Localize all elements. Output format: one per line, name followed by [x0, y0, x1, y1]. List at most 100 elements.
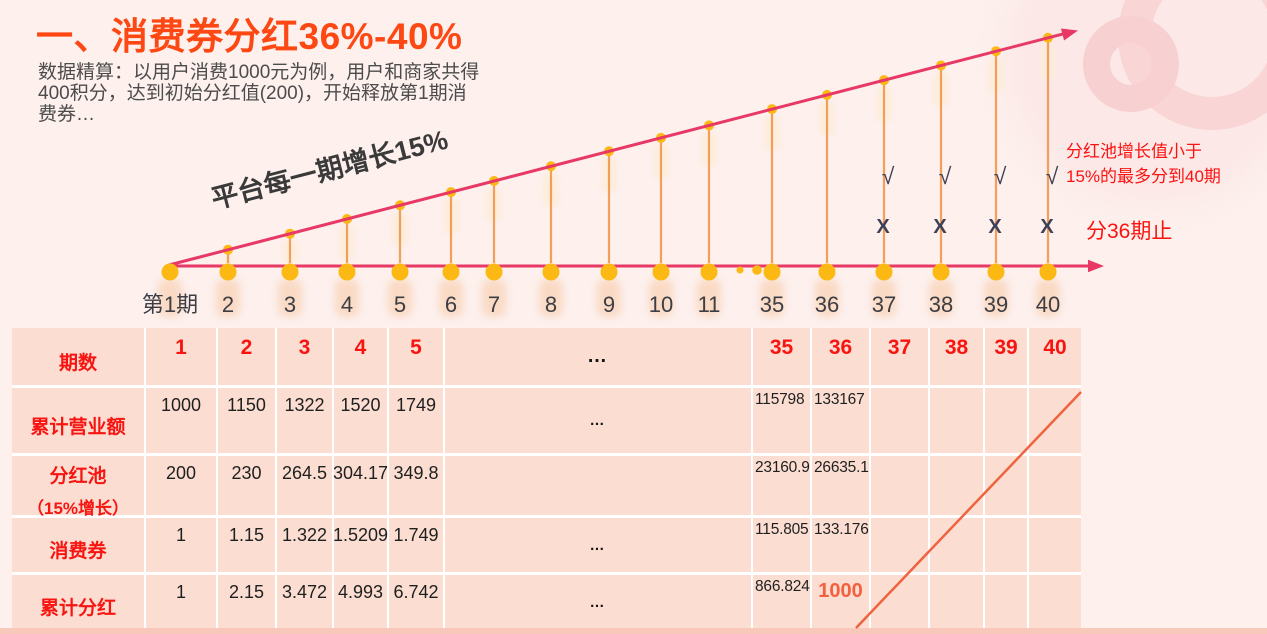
- stem-glow: [443, 199, 459, 234]
- table-cell: 3.472: [277, 575, 332, 629]
- axis-label: 6: [445, 292, 457, 317]
- table-header-cell: 35: [753, 328, 810, 385]
- dot-reflection: [1036, 279, 1060, 317]
- dot-reflection: [649, 279, 673, 317]
- baseline-arrow-icon: [1088, 259, 1104, 273]
- dot-reflection: [929, 279, 953, 317]
- period-dot: [763, 263, 781, 281]
- cross-mark: X: [988, 216, 1002, 238]
- table-cell: 26635.1: [812, 456, 869, 515]
- growth-point-dot: [936, 60, 946, 71]
- subtitle: 数据精算：以用户消费1000元为例，用户和商家共得 400积分，达到初始分红值(…: [38, 62, 528, 125]
- table-cell: [930, 388, 983, 453]
- growth-point-dot: [546, 161, 556, 172]
- growth-point-dot: [342, 213, 352, 224]
- period-dot: [1039, 263, 1057, 281]
- ellipsis-dot: [736, 266, 744, 274]
- table-cell: 133167: [812, 388, 869, 453]
- growth-point-dot: [767, 104, 777, 115]
- table-cell: [871, 518, 928, 572]
- table-cell: 200: [146, 456, 216, 515]
- dot-reflection: [872, 279, 896, 317]
- table-row-label: 消费券: [12, 518, 144, 572]
- table-cell: 349.8: [389, 456, 443, 515]
- table-cell: 1: [146, 518, 216, 572]
- growth-point-dot: [285, 228, 295, 239]
- table-cell: 304.17: [333, 456, 388, 515]
- growth-point-dot: [489, 175, 499, 186]
- page-title: 一、消费券分红36%-40%: [36, 16, 463, 57]
- period-dot: [161, 263, 179, 281]
- table-header-cell: 38: [930, 328, 983, 385]
- subtitle-line-1: 数据精算：以用户消费1000元为例，用户和商家共得: [38, 62, 480, 83]
- table-cell: 866.824: [753, 575, 810, 629]
- growth-rate-label: 平台每一期增长15%: [208, 124, 452, 215]
- growth-point-dot: [991, 46, 1001, 57]
- table-cell: 1.5209: [333, 518, 388, 572]
- axis-label: 40: [1036, 292, 1060, 317]
- table-cell: 1150: [218, 388, 275, 453]
- axis-label: 10: [649, 292, 673, 317]
- bottom-strip: [0, 628, 1267, 634]
- table-header-cell: 36: [812, 328, 869, 385]
- dot-reflection: [482, 279, 506, 317]
- table-header-cell: 1: [146, 328, 216, 385]
- dividend-pool-note: 分红池增长值小于 15%的最多分到40期: [1066, 139, 1267, 189]
- table-cell: 1520: [334, 388, 387, 453]
- table-cell: [1029, 518, 1081, 572]
- growth-point-dot: [704, 120, 714, 131]
- stem-glow: [339, 225, 355, 260]
- table-cell: 4.993: [334, 575, 387, 629]
- stem-glow: [392, 212, 408, 247]
- period-dot: [281, 263, 299, 281]
- table-cell: [930, 456, 983, 515]
- growth-point-dot: [879, 75, 889, 86]
- stem-glow: [282, 240, 298, 262]
- period-dot: [391, 263, 409, 281]
- stem-glow: [988, 58, 1004, 93]
- period-dot: [875, 263, 893, 281]
- table-cell: 6.742: [389, 575, 443, 629]
- dot-reflection: [158, 279, 182, 317]
- table-cell: 1322: [277, 388, 332, 453]
- dividend-data-table: 期数 1 2 3 4 5… 35 36 37 38 39 40 累计营业额 1000 1150 1322 152…: [12, 328, 1081, 629]
- table-cell: [930, 518, 983, 572]
- cross-mark: X: [933, 216, 947, 238]
- stem-glow: [819, 101, 835, 136]
- period-dot: [442, 263, 460, 281]
- table-cell: [985, 518, 1027, 572]
- dot-reflection: [335, 279, 359, 317]
- table-corner-label: 期数: [12, 328, 144, 385]
- cross-mark: X: [876, 216, 890, 238]
- stem-glow: [220, 256, 236, 263]
- growth-point-dot: [395, 200, 405, 211]
- axis-label: 5: [394, 292, 406, 317]
- table-cell: 2.15: [218, 575, 275, 629]
- table-cell: 23160.9: [753, 456, 810, 515]
- table-cell: 1749: [389, 388, 443, 453]
- stem-glow: [543, 173, 559, 208]
- table-cell: [445, 456, 751, 515]
- check-mark: √: [994, 163, 1007, 189]
- dot-reflection: [216, 279, 240, 317]
- dot-reflection: [278, 279, 302, 317]
- dot-reflection: [760, 279, 784, 317]
- stem-glow: [701, 132, 717, 167]
- table-row-label: 分红池 （15%增长）: [12, 456, 144, 518]
- table-cell: [985, 388, 1027, 453]
- table-cell: 264.5: [277, 456, 332, 515]
- period-dot: [485, 263, 503, 281]
- axis-label: 3: [284, 292, 296, 317]
- period-dot: [700, 263, 718, 281]
- table-cell: 133.176: [812, 518, 869, 572]
- table-header-cell: 2: [218, 328, 275, 385]
- axis-label: 39: [984, 292, 1008, 317]
- period-dot: [542, 263, 560, 281]
- axis-label: 38: [929, 292, 953, 317]
- growth-point-dot: [604, 146, 614, 157]
- table-cell: 230: [218, 456, 275, 515]
- table-cell: [1029, 575, 1081, 629]
- table-row-label: 累计分红: [12, 575, 144, 629]
- stem-glow: [601, 158, 617, 193]
